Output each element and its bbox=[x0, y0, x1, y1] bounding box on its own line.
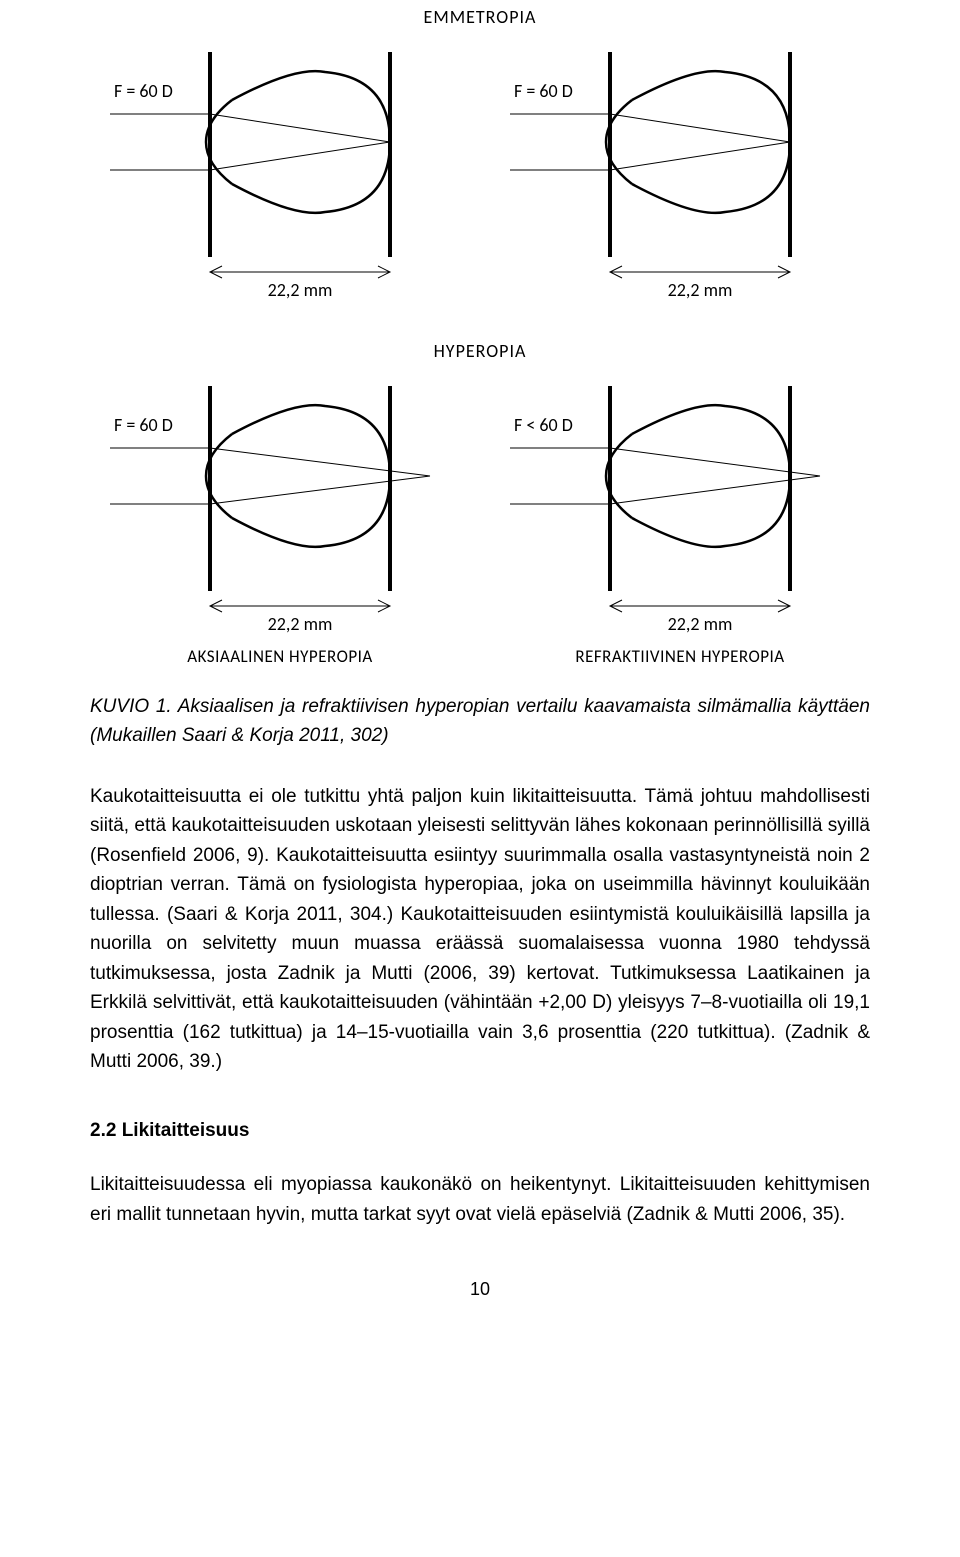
eye-diagram-4: F < 60 D 22,2 mm bbox=[510, 366, 850, 646]
svg-text:F = 60 D: F = 60 D bbox=[114, 80, 173, 102]
svg-text:22,2 mm: 22,2 mm bbox=[268, 613, 333, 635]
paragraph-2: Likitaitteisuudessa eli myopiassa kaukon… bbox=[90, 1170, 870, 1229]
figure-row1-title: EMMETROPIA bbox=[90, 6, 870, 28]
sub-caption-left: AKSIAALINEN HYPEROPIA bbox=[110, 646, 450, 667]
svg-text:22,2 mm: 22,2 mm bbox=[668, 613, 733, 635]
eye-diagram-3: F = 60 D 22,2 mm bbox=[110, 366, 450, 646]
figure-row-2: F = 60 D 22,2 mm F < 60 D 22,2 mm bbox=[90, 366, 870, 646]
svg-text:22,2 mm: 22,2 mm bbox=[268, 279, 333, 301]
figure-area: EMMETROPIA F = 60 D 22,2 mm F = 60 D 22,2 … bbox=[90, 6, 870, 667]
eye-diagram-1: F = 60 D 22,2 mm bbox=[110, 32, 450, 312]
figure-row-1: F = 60 D 22,2 mm F = 60 D 22,2 mm bbox=[90, 32, 870, 312]
svg-text:F < 60 D: F < 60 D bbox=[514, 414, 573, 436]
svg-text:22,2 mm: 22,2 mm bbox=[668, 279, 733, 301]
page-number: 10 bbox=[90, 1279, 870, 1300]
sub-caption-row: AKSIAALINEN HYPEROPIA REFRAKTIIVINEN HYP… bbox=[90, 646, 870, 667]
page-container: EMMETROPIA F = 60 D 22,2 mm F = 60 D 22,2 … bbox=[0, 6, 960, 1340]
svg-text:F = 60 D: F = 60 D bbox=[114, 414, 173, 436]
figure-caption: KUVIO 1. Aksiaalisen ja refraktiivisen h… bbox=[90, 693, 870, 750]
svg-text:F = 60 D: F = 60 D bbox=[514, 80, 573, 102]
section-heading: 2.2 Likitaitteisuus bbox=[90, 1120, 870, 1142]
figure-row2-title: HYPEROPIA bbox=[90, 340, 870, 362]
paragraph-1: Kaukotaitteisuutta ei ole tutkittu yhtä … bbox=[90, 782, 870, 1076]
eye-diagram-2: F = 60 D 22,2 mm bbox=[510, 32, 850, 312]
sub-caption-right: REFRAKTIIVINEN HYPEROPIA bbox=[510, 646, 850, 667]
